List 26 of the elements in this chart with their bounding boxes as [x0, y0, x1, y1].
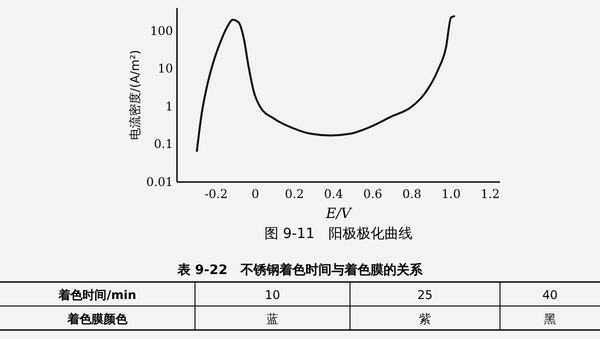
- text: 蓝: [266, 312, 278, 326]
- line-series: [196, 15, 456, 153]
- x-tick-label: 1.0: [442, 187, 461, 201]
- y-axis-title: 电流密度/(A/m²): [128, 50, 142, 140]
- text: 紫: [419, 312, 431, 326]
- text: 着色时间/min: [58, 288, 136, 302]
- y-tick-label: 10: [158, 62, 173, 76]
- x-tick-label: 0.4: [324, 187, 344, 201]
- text: 40: [542, 288, 558, 302]
- text: 25: [417, 288, 433, 302]
- text: 表 9-22 不锈钢着色时间与着色膜的关系: [176, 262, 424, 278]
- text: 着色膜颜色: [66, 312, 128, 326]
- text: 黑: [544, 312, 556, 326]
- text: 10: [264, 288, 280, 302]
- y-tick-label: 0.1: [154, 137, 173, 152]
- y-tick-label: 0.01: [146, 175, 173, 189]
- x-tick-label: -0.2: [204, 187, 228, 201]
- x-tick-label: 1.2: [480, 187, 500, 201]
- x-tick-label: 0: [251, 187, 260, 201]
- x-tick-label: 0.6: [363, 187, 382, 201]
- x-axis-title: E/V: [324, 206, 353, 222]
- y-tick-label: 1: [165, 99, 173, 114]
- text: 图 9-11 阳极极化曲线: [264, 226, 413, 242]
- x-tick-label: 0.8: [402, 187, 422, 201]
- x-tick-label: 0.2: [284, 187, 304, 201]
- y-tick-label: 100: [150, 24, 173, 38]
